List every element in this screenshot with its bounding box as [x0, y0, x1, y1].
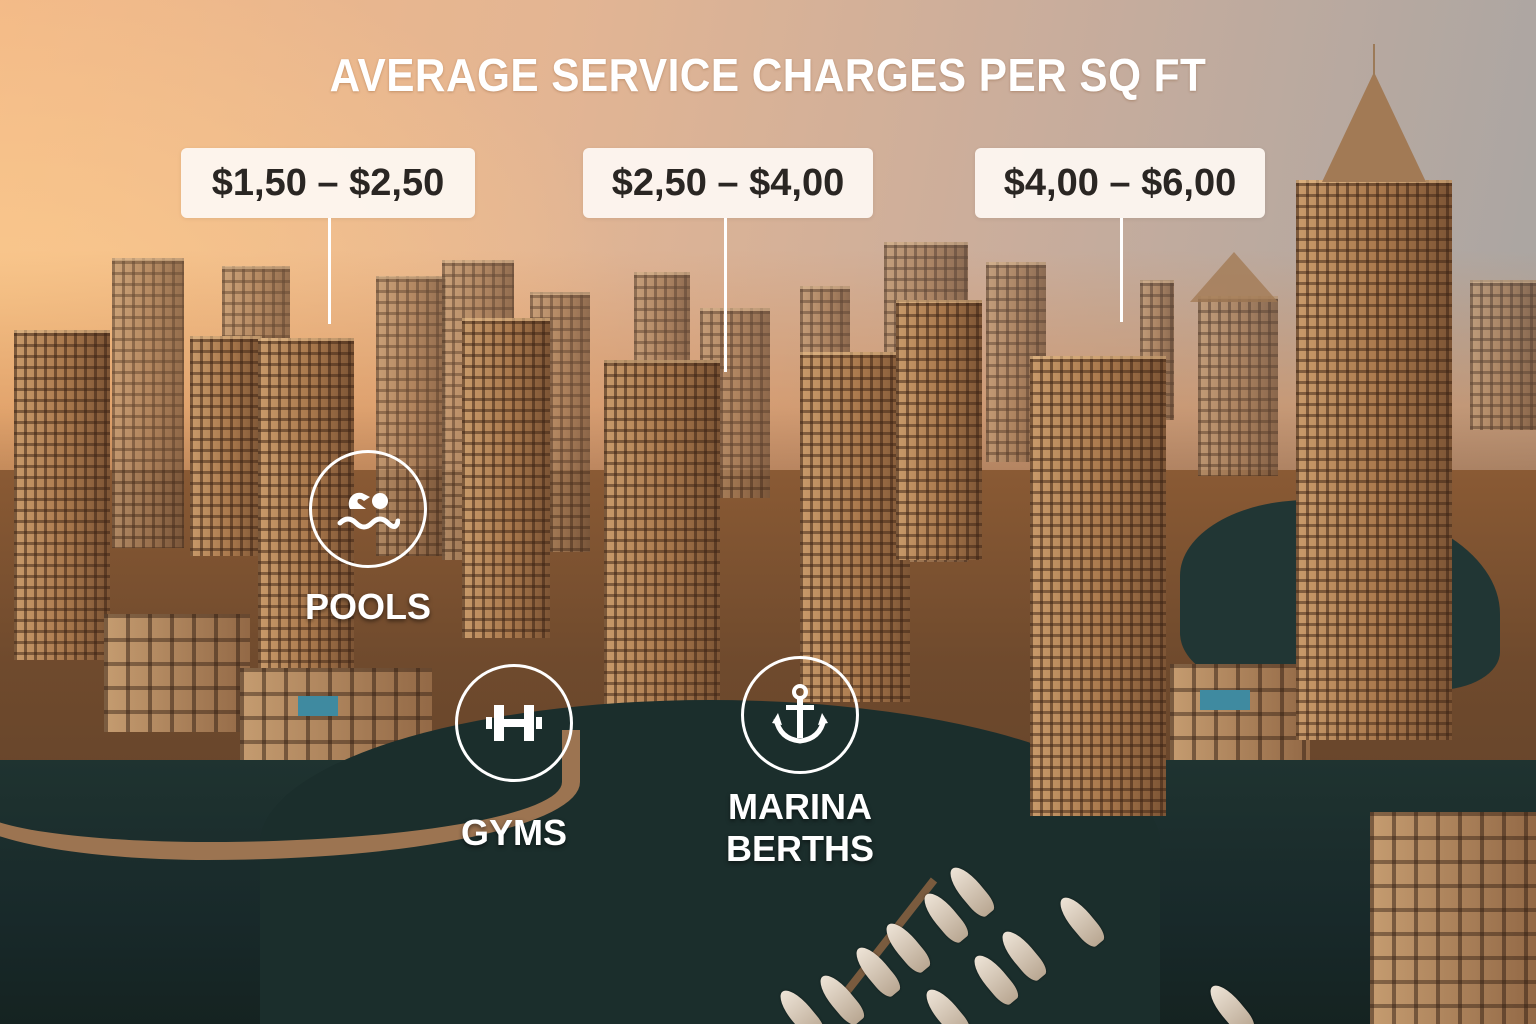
- dumbbell-icon: [455, 664, 573, 782]
- amenity-gyms-label: GYMS: [460, 812, 567, 853]
- price-range-mid-connector: [724, 218, 727, 372]
- price-range-high-label: $4,00 – $6,00: [1003, 161, 1237, 204]
- amenity-marina-label-line2: BERTHS: [725, 828, 874, 870]
- price-range-low-connector: [328, 218, 331, 324]
- tower-antenna: [1373, 44, 1375, 76]
- building: [1198, 296, 1278, 476]
- amenity-gyms: GYMS: [446, 664, 582, 854]
- building: [604, 360, 720, 740]
- amenity-pools-label: POOLS: [304, 586, 432, 627]
- rooftop-pool: [1200, 690, 1250, 710]
- building: [14, 330, 110, 660]
- low-rise-building: [104, 614, 250, 732]
- amenity-marina-label-line1: MARINA: [728, 786, 872, 827]
- price-range-mid: $2,50 – $4,00: [583, 148, 873, 218]
- low-rise-building: [1370, 812, 1536, 1024]
- building: [896, 300, 982, 560]
- anchor-icon: [741, 656, 859, 774]
- price-range-high: $4,00 – $6,00: [975, 148, 1265, 218]
- building-spire: [1190, 252, 1278, 302]
- landmark-tower-spire: [1322, 72, 1426, 182]
- building: [1030, 356, 1166, 816]
- building: [462, 318, 550, 638]
- building: [190, 336, 262, 556]
- amenity-marina-berths: MARINA BERTHS: [720, 656, 880, 871]
- amenity-pools: POOLS: [300, 450, 436, 628]
- amenity-marina-berths-label: MARINA BERTHS: [726, 786, 874, 871]
- building: [258, 338, 354, 668]
- price-range-low-label: $1,50 – $2,50: [211, 161, 445, 204]
- low-rise-building: [1170, 664, 1310, 774]
- page-title: AVERAGE SERVICE CHARGES PER SQ FT: [329, 49, 1207, 101]
- price-range-high-connector: [1120, 218, 1123, 322]
- rooftop-pool: [298, 696, 338, 716]
- building: [800, 352, 910, 702]
- price-range-low: $1,50 – $2,50: [181, 148, 475, 218]
- building: [1470, 280, 1536, 430]
- price-range-mid-label: $2,50 – $4,00: [611, 161, 845, 204]
- building: [112, 258, 184, 548]
- swimmer-icon: [309, 450, 427, 568]
- landmark-tower: [1296, 180, 1452, 740]
